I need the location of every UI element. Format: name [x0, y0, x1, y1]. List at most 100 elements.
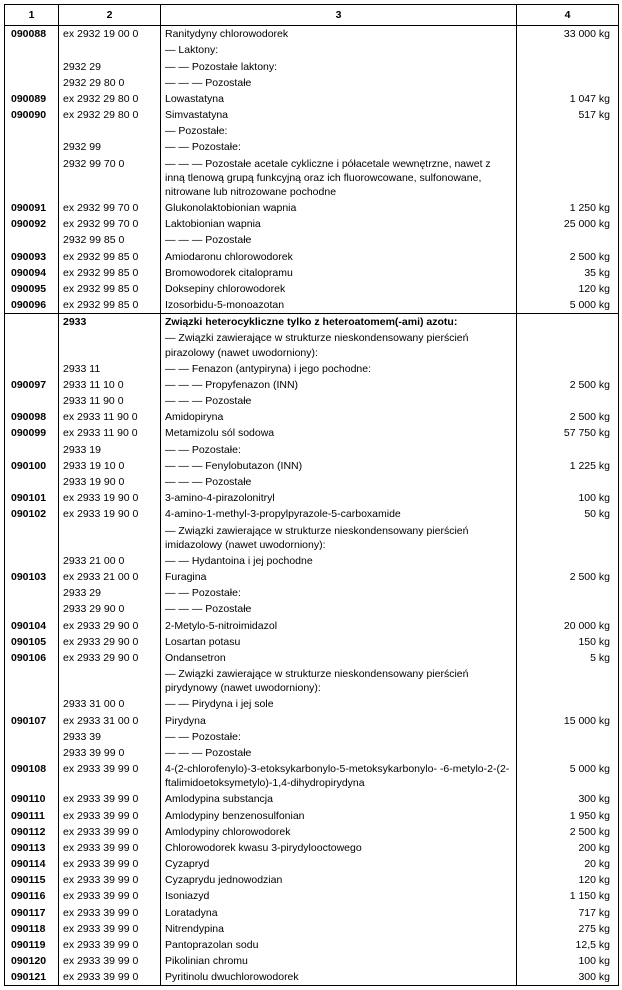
description-cell: — — — Pozostałe — [161, 75, 517, 91]
code-cell: 090105 — [5, 634, 59, 650]
cn-code-cell: ex 2933 19 90 0 — [59, 506, 161, 522]
quantity-cell: 1 225 kg — [517, 458, 619, 474]
header-col-1: 1 — [5, 5, 59, 26]
quantity-cell: 57 750 kg — [517, 425, 619, 441]
code-cell: 090099 — [5, 425, 59, 441]
description-cell: — — — Fenylobutazon (INN) — [161, 458, 517, 474]
cn-code-cell: ex 2932 99 85 0 — [59, 265, 161, 281]
cn-code-cell — [59, 330, 161, 360]
header-row: 1 2 3 4 — [5, 5, 619, 26]
table-row: — Pozostałe: — [5, 123, 619, 139]
code-cell: 090112 — [5, 824, 59, 840]
cn-code-cell: ex 2932 99 85 0 — [59, 249, 161, 265]
table-row: 0901002933 19 10 0— — — Fenylobutazon (I… — [5, 458, 619, 474]
quantity-cell — [517, 232, 619, 248]
description-cell: Laktobionian wapnia — [161, 216, 517, 232]
quantity-cell: 717 kg — [517, 905, 619, 921]
description-cell: Amlodypina substancja — [161, 791, 517, 807]
description-cell: — — — Pozostałe — [161, 232, 517, 248]
quantity-cell — [517, 330, 619, 360]
table-row: 090091ex 2932 99 70 0Glukonolaktobionian… — [5, 200, 619, 216]
code-cell — [5, 553, 59, 569]
description-cell: — Pozostałe: — [161, 123, 517, 139]
quantity-cell — [517, 75, 619, 91]
table-row: 2933 21 00 0— — Hydantoina i jej pochodn… — [5, 553, 619, 569]
description-cell: — — — Pozostałe acetale cykliczne i póła… — [161, 156, 517, 201]
description-cell: Glukonolaktobionian wapnia — [161, 200, 517, 216]
quantity-cell: 2 500 kg — [517, 569, 619, 585]
table-row: 090121ex 2933 39 99 0Pyritinolu dwuchlor… — [5, 969, 619, 986]
description-cell: Amidopiryna — [161, 409, 517, 425]
code-cell — [5, 666, 59, 696]
tariff-table: 1 2 3 4 090088ex 2932 19 00 0Ranitydyny … — [4, 4, 619, 986]
cn-code-cell: 2933 11 90 0 — [59, 393, 161, 409]
table-row: 090107ex 2933 31 00 0Pirydyna15 000 kg — [5, 713, 619, 729]
table-row: 090115ex 2933 39 99 0Cyzaprydu jednowodz… — [5, 872, 619, 888]
code-cell: 090117 — [5, 905, 59, 921]
quantity-cell — [517, 139, 619, 155]
code-cell: 090114 — [5, 856, 59, 872]
code-cell — [5, 139, 59, 155]
cn-code-cell: ex 2933 11 90 0 — [59, 425, 161, 441]
quantity-cell — [517, 59, 619, 75]
code-cell: 090120 — [5, 953, 59, 969]
cn-code-cell: ex 2933 39 99 0 — [59, 953, 161, 969]
table-row: 090093ex 2932 99 85 0Amiodaronu chlorowo… — [5, 249, 619, 265]
description-cell: Cyzapryd — [161, 856, 517, 872]
code-cell: 090097 — [5, 377, 59, 393]
table-row: 2932 99 85 0— — — Pozostałe — [5, 232, 619, 248]
code-cell: 090103 — [5, 569, 59, 585]
quantity-cell: 2 500 kg — [517, 409, 619, 425]
code-cell: 090118 — [5, 921, 59, 937]
quantity-cell: 20 000 kg — [517, 618, 619, 634]
description-cell: Loratadyna — [161, 905, 517, 921]
cn-code-cell: ex 2932 99 85 0 — [59, 281, 161, 297]
cn-code-cell: ex 2933 39 99 0 — [59, 969, 161, 986]
quantity-cell: 2 500 kg — [517, 377, 619, 393]
table-row: 090119ex 2933 39 99 0Pantoprazolan sodu1… — [5, 937, 619, 953]
code-cell: 090106 — [5, 650, 59, 666]
quantity-cell — [517, 553, 619, 569]
cn-code-cell: ex 2933 39 99 0 — [59, 791, 161, 807]
description-cell: Amlodypiny chlorowodorek — [161, 824, 517, 840]
quantity-cell: 15 000 kg — [517, 713, 619, 729]
cn-code-cell: ex 2932 29 80 0 — [59, 107, 161, 123]
code-cell — [5, 523, 59, 553]
description-cell: Pyritinolu dwuchlorowodorek — [161, 969, 517, 986]
description-cell: 2-Metylo-5-nitroimidazol — [161, 618, 517, 634]
cn-code-cell: ex 2932 99 70 0 — [59, 200, 161, 216]
code-cell: 090121 — [5, 969, 59, 986]
code-cell: 090113 — [5, 840, 59, 856]
cn-code-cell: ex 2932 19 00 0 — [59, 26, 161, 43]
table-row: 090099ex 2933 11 90 0Metamizolu sól sodo… — [5, 425, 619, 441]
table-row: 2933Związki heterocykliczne tylko z hete… — [5, 314, 619, 330]
quantity-cell: 12,5 kg — [517, 937, 619, 953]
quantity-cell: 120 kg — [517, 281, 619, 297]
code-cell — [5, 59, 59, 75]
table-row: 2933 19 90 0— — — Pozostałe — [5, 474, 619, 490]
quantity-cell: 150 kg — [517, 634, 619, 650]
description-cell: Metamizolu sól sodowa — [161, 425, 517, 441]
quantity-cell — [517, 729, 619, 745]
table-row: 090118ex 2933 39 99 0Nitrendypina275 kg — [5, 921, 619, 937]
cn-code-cell: ex 2933 29 90 0 — [59, 634, 161, 650]
description-cell: Doksepiny chlorowodorek — [161, 281, 517, 297]
header-col-3: 3 — [161, 5, 517, 26]
cn-code-cell: 2933 39 99 0 — [59, 745, 161, 761]
table-row: — Laktony: — [5, 42, 619, 58]
code-cell: 090095 — [5, 281, 59, 297]
quantity-cell: 1 047 kg — [517, 91, 619, 107]
cn-code-cell: ex 2933 39 99 0 — [59, 808, 161, 824]
table-row: 0900972933 11 10 0— — — Propyfenazon (IN… — [5, 377, 619, 393]
code-cell: 090108 — [5, 761, 59, 791]
table-row: 090111ex 2933 39 99 0Amlodypiny benzenos… — [5, 808, 619, 824]
quantity-cell: 25 000 kg — [517, 216, 619, 232]
table-row: 090095ex 2932 99 85 0Doksepiny chlorowod… — [5, 281, 619, 297]
cn-code-cell: 2932 99 — [59, 139, 161, 155]
table-row: 2932 29 80 0— — — Pozostałe — [5, 75, 619, 91]
table-row: 090094ex 2932 99 85 0Bromowodorek citalo… — [5, 265, 619, 281]
description-cell: Simvastatyna — [161, 107, 517, 123]
quantity-cell: 50 kg — [517, 506, 619, 522]
description-cell: — Związki zawierające w strukturze niesk… — [161, 330, 517, 360]
description-cell: Bromowodorek citalopramu — [161, 265, 517, 281]
